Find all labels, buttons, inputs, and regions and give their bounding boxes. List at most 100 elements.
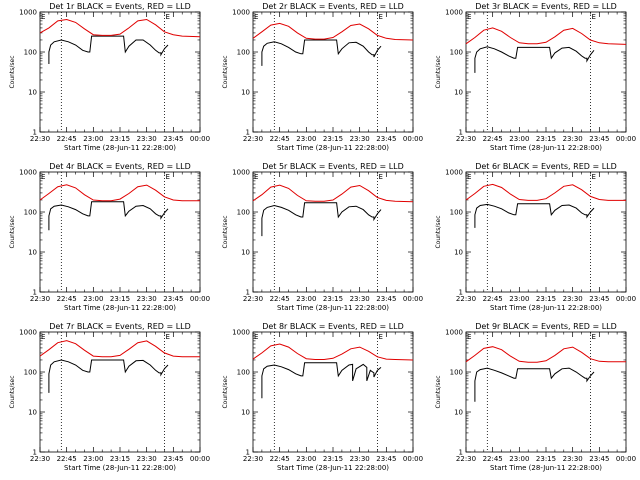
x-axis-title: Start Time (28-Jun-11 22:28:00) (277, 144, 389, 152)
x-tick-label: 00:00 (616, 135, 636, 143)
panel-title: Det 1r BLACK = Events, RED = LLD (49, 2, 191, 11)
y-tick-label: 1 (246, 449, 250, 457)
events-series-line (48, 359, 169, 393)
y-tick-label: 100 (24, 209, 37, 217)
x-tick-label: 22:30 (243, 295, 263, 303)
lld-series-line (465, 346, 626, 363)
lld-series-line (252, 22, 414, 41)
x-axis-title: Start Time (28-Jun-11 22:28:00) (64, 464, 176, 472)
y-tick-label: 1 (459, 449, 463, 457)
detector-panel: Det 6r BLACK = Events, RED = LLD 1 10 100 10… (435, 162, 636, 312)
x-axis-title: Start Time (28-Jun-11 22:28:00) (64, 144, 176, 152)
x-axis-title: Start Time (28-Jun-11 22:28:00) (277, 304, 389, 312)
plot-frame (39, 331, 201, 453)
x-tick-label: 23:30 (350, 295, 370, 303)
plot-frame (465, 11, 627, 133)
x-tick-label: 23:45 (163, 135, 183, 143)
y-tick-label: 100 (237, 209, 250, 217)
detector-panel: Det 1r BLACK = Events, RED = LLD 1 10 100 10… (9, 2, 210, 152)
y-axis-title: Counts/sec (435, 375, 442, 408)
panel-title: Det 4r BLACK = Events, RED = LLD (49, 162, 191, 171)
e-marker-label: E (41, 333, 45, 341)
panel-title: Det 2r BLACK = Events, RED = LLD (262, 2, 404, 11)
y-tick-label: 1 (33, 289, 37, 297)
y-tick-label: 1 (33, 449, 37, 457)
y-tick-label: 1000 (19, 9, 37, 17)
x-tick-label: 23:45 (376, 135, 396, 143)
x-tick-label: 22:30 (243, 455, 263, 463)
plot-frame (39, 11, 201, 133)
detector-panel: Det 7r BLACK = Events, RED = LLD 1 10 100 10… (9, 322, 210, 472)
x-tick-label: 23:00 (296, 295, 316, 303)
e-marker-label: E (254, 333, 258, 341)
x-tick-label: 23:30 (563, 455, 583, 463)
x-tick-label: 23:15 (110, 455, 130, 463)
x-tick-label: 22:30 (456, 135, 476, 143)
plot-frame (465, 171, 627, 293)
x-tick-label: 22:30 (30, 455, 50, 463)
e-marker-label: E (165, 13, 169, 21)
e-marker-label: E (467, 173, 471, 181)
x-tick-label: 00:00 (403, 135, 423, 143)
e-marker-label: E (591, 173, 595, 181)
y-axis-title: Counts/sec (222, 375, 229, 408)
detector-panel: Det 8r BLACK = Events, RED = LLD 1 10 100 10… (222, 322, 423, 472)
x-tick-label: 22:45 (270, 455, 290, 463)
x-tick-label: 23:45 (589, 135, 609, 143)
x-axis-title: Start Time (28-Jun-11 22:28:00) (490, 464, 602, 472)
y-tick-label: 1 (33, 129, 37, 137)
y-axis-title: Counts/sec (222, 55, 229, 88)
x-tick-label: 22:45 (57, 455, 77, 463)
y-axis-title: Counts/sec (9, 215, 16, 248)
panel-title: Det 5r BLACK = Events, RED = LLD (262, 162, 404, 171)
x-axis-title: Start Time (28-Jun-11 22:28:00) (64, 304, 176, 312)
e-marker-label: E (467, 13, 471, 21)
x-tick-label: 23:00 (509, 295, 529, 303)
x-tick-label: 23:00 (83, 455, 103, 463)
x-tick-label: 22:45 (483, 135, 503, 143)
y-tick-label: 1 (459, 289, 463, 297)
e-marker-label: E (41, 173, 45, 181)
y-tick-label: 1 (246, 129, 250, 137)
events-series-line (48, 35, 169, 64)
y-tick-label: 10 (454, 409, 463, 417)
detector-panel: Det 9r BLACK = Events, RED = LLD 1 10 100 10… (435, 322, 636, 472)
y-tick-label: 1 (246, 289, 250, 297)
y-axis-title: Counts/sec (435, 55, 442, 88)
y-tick-label: 10 (454, 249, 463, 257)
y-tick-label: 100 (450, 49, 463, 57)
detector-panel: Det 3r BLACK = Events, RED = LLD 1 10 100 10… (435, 2, 636, 152)
y-tick-label: 10 (28, 409, 37, 417)
x-tick-label: 23:00 (296, 455, 316, 463)
y-tick-label: 100 (24, 369, 37, 377)
x-tick-label: 23:15 (323, 295, 343, 303)
y-tick-label: 1000 (232, 169, 250, 177)
lld-series-line (39, 340, 200, 358)
panel-title: Det 6r BLACK = Events, RED = LLD (475, 162, 617, 171)
lld-series-line (465, 27, 627, 45)
lld-series-line (252, 343, 414, 361)
plot-frame (39, 171, 201, 293)
x-tick-label: 00:00 (190, 295, 210, 303)
y-tick-label: 10 (28, 249, 37, 257)
panel-title: Det 8r BLACK = Events, RED = LLD (262, 322, 404, 331)
panel-title: Det 3r BLACK = Events, RED = LLD (475, 2, 617, 11)
lld-series-line (252, 184, 414, 203)
y-tick-label: 1000 (445, 169, 463, 177)
x-tick-label: 23:45 (589, 455, 609, 463)
events-series-line (261, 362, 382, 399)
e-marker-label: E (378, 173, 382, 181)
detector-panel: Det 2r BLACK = Events, RED = LLD 1 10 100 10… (222, 2, 423, 152)
events-series-line (48, 201, 169, 231)
x-axis-title: Start Time (28-Jun-11 22:28:00) (277, 464, 389, 472)
x-tick-label: 23:30 (137, 455, 157, 463)
x-tick-label: 23:00 (509, 135, 529, 143)
x-tick-label: 00:00 (190, 455, 210, 463)
x-tick-label: 23:00 (83, 295, 103, 303)
y-tick-label: 10 (241, 89, 250, 97)
y-tick-label: 100 (24, 49, 37, 57)
e-marker-label: E (591, 333, 595, 341)
x-tick-label: 23:15 (110, 135, 130, 143)
e-marker-label: E (254, 13, 258, 21)
